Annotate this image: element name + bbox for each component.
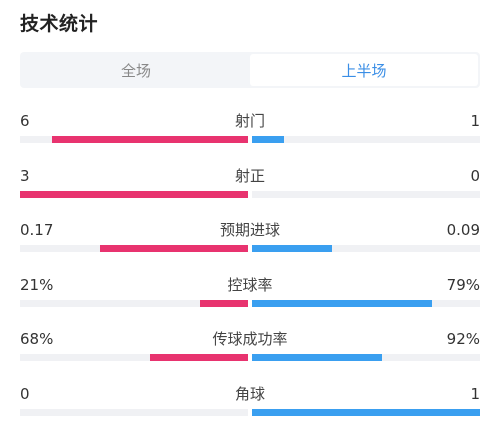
home-bar-fill: [150, 354, 248, 361]
stat-label: 射正: [20, 167, 480, 185]
home-bar-track: [20, 300, 248, 307]
stat-row-corners: 0 角球 1: [20, 385, 480, 425]
stat-row-pass-accuracy: 68% 传球成功率 92%: [20, 330, 480, 370]
away-bar-track: [252, 245, 480, 252]
home-bar-fill: [20, 191, 248, 198]
stat-label: 射门: [20, 112, 480, 130]
home-bar-track: [20, 245, 248, 252]
away-value: 1: [470, 385, 480, 403]
stat-row-shots: 6 射门 1: [20, 112, 480, 152]
away-bar-track: [252, 136, 480, 143]
away-value: 0.09: [447, 221, 480, 239]
away-bar-fill: [252, 300, 432, 307]
home-bar-fill: [52, 136, 248, 143]
stat-row-shots-on-target: 3 射正 0: [20, 167, 480, 207]
stat-label: 预期进球: [20, 221, 480, 239]
away-bar-fill: [252, 409, 480, 416]
away-bar-track: [252, 300, 480, 307]
stat-row-possession: 21% 控球率 79%: [20, 276, 480, 316]
away-bar-track: [252, 191, 480, 198]
away-bar-fill: [252, 136, 284, 143]
home-bar-track: [20, 191, 248, 198]
away-value: 0: [470, 167, 480, 185]
away-bar-fill: [252, 354, 382, 361]
stat-row-expected-goals: 0.17 预期进球 0.09: [20, 221, 480, 261]
away-value: 79%: [447, 276, 480, 294]
away-bar-track: [252, 354, 480, 361]
home-bar-fill: [200, 300, 248, 307]
home-bar-track: [20, 409, 248, 416]
stat-label: 传球成功率: [20, 330, 480, 348]
home-bar-track: [20, 136, 248, 143]
stat-label: 控球率: [20, 276, 480, 294]
away-bar-fill: [252, 245, 332, 252]
home-bar-fill: [100, 245, 248, 252]
away-value: 92%: [447, 330, 480, 348]
away-value: 1: [470, 112, 480, 130]
stat-label: 角球: [20, 385, 480, 403]
home-bar-track: [20, 354, 248, 361]
away-bar-track: [252, 409, 480, 416]
